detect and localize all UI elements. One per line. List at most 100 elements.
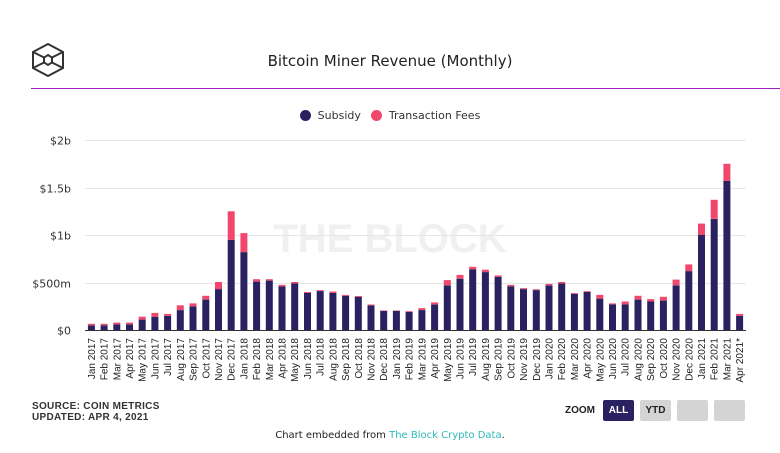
bar-transaction-fees[interactable] (685, 264, 693, 272)
bar-transaction-fees[interactable] (494, 275, 502, 277)
bar-subsidy[interactable] (100, 325, 108, 331)
bar-transaction-fees[interactable] (698, 223, 705, 235)
bar-transaction-fees[interactable] (596, 294, 604, 299)
bar-subsidy[interactable] (532, 290, 540, 330)
bar-transaction-fees[interactable] (87, 323, 95, 326)
bar-subsidy[interactable] (723, 180, 731, 330)
embed-link[interactable]: The Block Crypto Data (389, 430, 502, 441)
bar-subsidy[interactable] (253, 281, 261, 330)
bar-transaction-fees[interactable] (558, 282, 566, 284)
legend-item-transaction-fees[interactable]: Transaction Fees (370, 109, 480, 122)
bar-subsidy[interactable] (342, 295, 350, 330)
bar-transaction-fees[interactable] (443, 280, 451, 286)
zoom-ytd-button[interactable]: YTD (640, 400, 671, 421)
bar-subsidy[interactable] (507, 286, 515, 330)
bar-transaction-fees[interactable] (570, 293, 578, 294)
bar-transaction-fees[interactable] (342, 294, 350, 296)
bar-transaction-fees[interactable] (253, 279, 261, 282)
bar-subsidy[interactable] (227, 239, 235, 331)
bar-transaction-fees[interactable] (100, 323, 108, 326)
bar-subsidy[interactable] (685, 271, 693, 330)
bar-transaction-fees[interactable] (736, 313, 744, 316)
bar-transaction-fees[interactable] (176, 305, 184, 311)
bar-subsidy[interactable] (151, 316, 159, 330)
bar-subsidy[interactable] (520, 289, 527, 330)
bar-subsidy[interactable] (698, 235, 705, 330)
bar-subsidy[interactable] (659, 300, 667, 330)
bar-subsidy[interactable] (126, 324, 133, 330)
bar-transaction-fees[interactable] (380, 310, 388, 312)
bar-transaction-fees[interactable] (545, 283, 553, 286)
bar-subsidy[interactable] (215, 289, 222, 330)
bar-subsidy[interactable] (634, 299, 642, 330)
bar-transaction-fees[interactable] (507, 284, 515, 287)
bar-transaction-fees[interactable] (367, 304, 375, 306)
bar-subsidy[interactable] (558, 283, 566, 330)
bar-subsidy[interactable] (583, 292, 591, 330)
bar-subsidy[interactable] (202, 299, 210, 330)
bar-subsidy[interactable] (469, 269, 477, 330)
bar-transaction-fees[interactable] (227, 211, 235, 240)
bar-transaction-fees[interactable] (151, 312, 159, 317)
bar-subsidy[interactable] (545, 285, 553, 330)
bar-subsidy[interactable] (138, 319, 146, 330)
bar-transaction-fees[interactable] (202, 295, 210, 300)
legend-item-subsidy[interactable]: Subsidy (299, 109, 361, 122)
bar-subsidy[interactable] (481, 272, 489, 330)
bar-transaction-fees[interactable] (418, 308, 426, 310)
bar-subsidy[interactable] (736, 315, 744, 331)
bar-subsidy[interactable] (431, 304, 439, 330)
bar-transaction-fees[interactable] (291, 282, 299, 284)
bar-subsidy[interactable] (113, 324, 121, 330)
bar-subsidy[interactable] (189, 306, 197, 331)
bar-subsidy[interactable] (367, 305, 375, 330)
bar-subsidy[interactable] (596, 298, 604, 330)
bar-subsidy[interactable] (672, 285, 680, 330)
bar-subsidy[interactable] (176, 310, 184, 330)
bar-subsidy[interactable] (304, 292, 311, 330)
bar-subsidy[interactable] (354, 296, 362, 331)
bar-subsidy[interactable] (621, 304, 629, 330)
bar-transaction-fees[interactable] (609, 303, 616, 305)
bar-transaction-fees[interactable] (621, 301, 629, 305)
bar-subsidy[interactable] (164, 315, 172, 331)
bar-transaction-fees[interactable] (164, 313, 172, 316)
bar-transaction-fees[interactable] (329, 291, 337, 293)
bar-subsidy[interactable] (647, 301, 655, 331)
zoom-all-button[interactable]: ALL (603, 400, 634, 421)
bar-transaction-fees[interactable] (469, 266, 477, 270)
bar-transaction-fees[interactable] (215, 282, 222, 290)
bar-subsidy[interactable] (405, 311, 413, 330)
bar-subsidy[interactable] (418, 310, 426, 330)
bar-subsidy[interactable] (609, 304, 616, 330)
bar-transaction-fees[interactable] (520, 288, 527, 290)
bar-subsidy[interactable] (329, 292, 337, 330)
bar-transaction-fees[interactable] (304, 292, 311, 293)
bar-transaction-fees[interactable] (481, 269, 489, 273)
bar-transaction-fees[interactable] (316, 290, 324, 291)
bar-subsidy[interactable] (443, 285, 451, 330)
bar-transaction-fees[interactable] (113, 322, 121, 325)
bar-subsidy[interactable] (265, 280, 273, 330)
bar-subsidy[interactable] (456, 278, 464, 330)
bar-transaction-fees[interactable] (723, 163, 731, 181)
bar-subsidy[interactable] (380, 311, 388, 330)
bar-transaction-fees[interactable] (672, 279, 680, 286)
bar-transaction-fees[interactable] (647, 299, 655, 302)
bar-transaction-fees[interactable] (634, 295, 642, 300)
bar-transaction-fees[interactable] (583, 291, 591, 292)
zoom-blank-button-2[interactable] (714, 400, 745, 421)
bar-transaction-fees[interactable] (710, 199, 718, 219)
bar-transaction-fees[interactable] (240, 233, 248, 253)
bar-transaction-fees[interactable] (532, 289, 540, 291)
bar-subsidy[interactable] (240, 252, 248, 330)
bar-subsidy[interactable] (278, 286, 286, 330)
bar-subsidy[interactable] (570, 293, 578, 330)
bar-subsidy[interactable] (392, 311, 400, 330)
bar-subsidy[interactable] (291, 283, 299, 330)
bar-transaction-fees[interactable] (278, 284, 286, 287)
bar-transaction-fees[interactable] (138, 316, 146, 320)
bar-transaction-fees[interactable] (392, 310, 400, 312)
bar-subsidy[interactable] (316, 291, 324, 330)
bar-transaction-fees[interactable] (659, 296, 667, 301)
